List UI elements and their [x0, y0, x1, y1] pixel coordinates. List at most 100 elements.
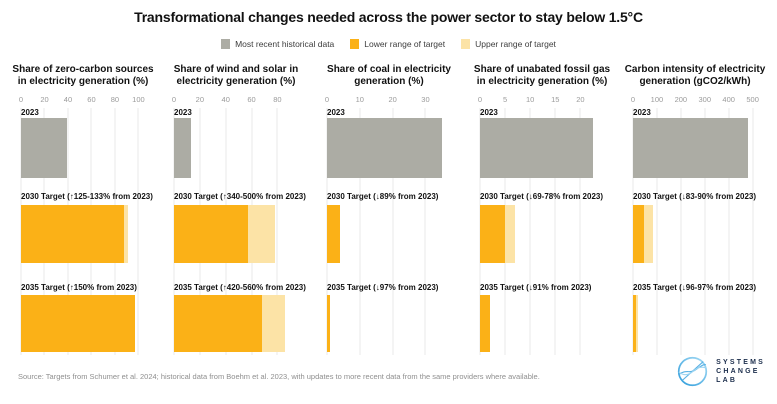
- plot-area: 0 20 40 60 80 2023 2030 Target (↑340-500% fro…: [171, 95, 306, 355]
- panel-title: Share of zero-carbon sources in electric…: [12, 64, 154, 87]
- legend-label-upper-range: Upper range of target: [475, 39, 556, 49]
- plot: 2023 2030 Target (↑340-500% from 2023) 203…: [173, 108, 306, 355]
- historical-bar: [21, 118, 149, 178]
- gridline: [359, 108, 361, 355]
- logo-text-line3: LAB: [716, 377, 738, 385]
- bar-label: 2023: [633, 108, 651, 117]
- logo-wordmark: SYSTEMS CHANGE LAB: [716, 358, 765, 386]
- axis-tick-label: 60: [247, 95, 256, 104]
- upper-range-segment: [636, 295, 638, 352]
- target-bar: [633, 205, 761, 263]
- upper-range-segment: [247, 205, 275, 263]
- target-bar: [327, 295, 455, 352]
- gridline: [704, 108, 706, 355]
- axis-tick-label: 100: [650, 95, 664, 104]
- axis-tick-label: 400: [722, 95, 735, 104]
- upper-range-segment: [261, 295, 286, 352]
- gridline: [680, 108, 682, 355]
- plot-area: 0 10 20 30 2023 2030 Target (↓89% from 2023)…: [324, 95, 455, 355]
- lower-range-segment: [480, 295, 491, 352]
- gridline: [656, 108, 658, 355]
- systems-change-lab-logo: SYSTEMS CHANGE LAB: [677, 356, 765, 387]
- axis-tick-label: 20: [195, 95, 205, 104]
- axis-tick-label: 40: [63, 95, 73, 104]
- gridline: [728, 108, 730, 355]
- axis-tick-label: 80: [273, 95, 282, 104]
- gridline: [554, 108, 556, 355]
- axis-tick-label: 15: [551, 95, 560, 104]
- lower-range-segment: [327, 205, 340, 263]
- bar-label: 2023: [327, 108, 345, 117]
- bar-label: 2035 Target (↓96-97% from 2023): [633, 283, 757, 292]
- x-axis: 0 100 200 300 400 500: [630, 95, 761, 108]
- target-bar: [174, 205, 302, 263]
- bar-label: 2030 Target (↓89% from 2023): [327, 192, 439, 201]
- lower-range-segment: [633, 205, 645, 263]
- legend-item-upper-range: Upper range of target: [461, 39, 556, 49]
- historical-segment: [633, 118, 748, 178]
- axis-tick-label: 10: [355, 95, 364, 104]
- bar-label: 2035 Target (↓97% from 2023): [327, 283, 439, 292]
- upper-range-segment: [505, 205, 516, 263]
- lower-range-segment: [21, 205, 125, 263]
- axis-tick-label: 40: [221, 95, 230, 104]
- chart-panel: Share of unabated fossil gas in electric…: [469, 64, 615, 355]
- upper-range-segment: [644, 205, 653, 263]
- chart-panels: Share of zero-carbon sources in electric…: [10, 64, 768, 355]
- plot-area: 0 5 10 15 20 2023 2030 Target (↓69-78% from 2…: [477, 95, 608, 355]
- lower-range-segment: [480, 205, 506, 263]
- chart-panel: Share of zero-carbon sources in electric…: [10, 64, 156, 355]
- plot-area: 0 20 40 60 80 100 2023 2030 Target (↑125-133% …: [18, 95, 153, 355]
- historical-bar: [480, 118, 608, 178]
- gridline: [137, 108, 139, 355]
- target-bar: [327, 205, 455, 263]
- axis-tick-label: 0: [324, 95, 330, 104]
- chart-panel: Share of wind and solar in electricity g…: [163, 64, 309, 355]
- gridline: [424, 108, 426, 355]
- historical-segment: [480, 118, 593, 178]
- historical-segment: [174, 118, 191, 178]
- target-bar: [633, 295, 761, 352]
- lower-range-segment: [21, 295, 136, 352]
- legend-swatch-historical: [221, 39, 231, 49]
- panel-title: Carbon intensity of electricity generati…: [624, 64, 766, 87]
- axis-tick-label: 100: [132, 95, 145, 104]
- axis-tick-label: 30: [421, 95, 430, 104]
- gridline: [529, 108, 531, 355]
- bar-label: 2023: [21, 108, 39, 117]
- x-axis: 0 20 40 60 80 100: [18, 95, 149, 108]
- axis-tick-label: 10: [526, 95, 535, 104]
- panel-title: Share of unabated fossil gas in electric…: [473, 64, 611, 87]
- bar-label: 2023: [480, 108, 498, 117]
- axis-tick-label: 80: [110, 95, 120, 104]
- axis-tick-label: 20: [576, 95, 585, 104]
- bar-label: 2030 Target (↑125-133% from 2023): [21, 192, 153, 201]
- bar-label: 2030 Target (↓83-90% from 2023): [633, 192, 757, 201]
- gridline: [392, 108, 394, 355]
- gridline: [276, 108, 278, 355]
- axis-tick-label: 20: [388, 95, 397, 104]
- legend-swatch-upper-range: [461, 39, 471, 49]
- plot-area: 0 100 200 300 400 500 2023 2030 Target (↓83-90…: [630, 95, 761, 355]
- axis-tick-label: 0: [171, 95, 177, 104]
- historical-bar: [633, 118, 761, 178]
- plot: 2023 2030 Target (↓89% from 2023) 2035 Tar…: [326, 108, 455, 355]
- upper-range-segment: [124, 205, 128, 263]
- logo-text-line1: SYSTEMS: [716, 358, 765, 366]
- axis-tick-label: 0: [18, 95, 24, 104]
- historical-segment: [21, 118, 67, 178]
- target-bar: [21, 205, 149, 263]
- axis-tick-label: 500: [746, 95, 759, 104]
- target-bar: [21, 295, 149, 352]
- historical-bar: [174, 118, 302, 178]
- target-bar: [480, 295, 608, 352]
- bar-label: 2035 Target (↑150% from 2023): [21, 283, 137, 292]
- target-bar: [480, 205, 608, 263]
- lower-range-segment: [327, 295, 331, 352]
- legend: Most recent historical data Lower range …: [0, 39, 777, 49]
- axis-tick-label: 0: [630, 95, 636, 104]
- axis-tick-label: 0: [477, 95, 483, 104]
- x-axis: 0 5 10 15 20: [477, 95, 608, 108]
- target-bar: [174, 295, 302, 352]
